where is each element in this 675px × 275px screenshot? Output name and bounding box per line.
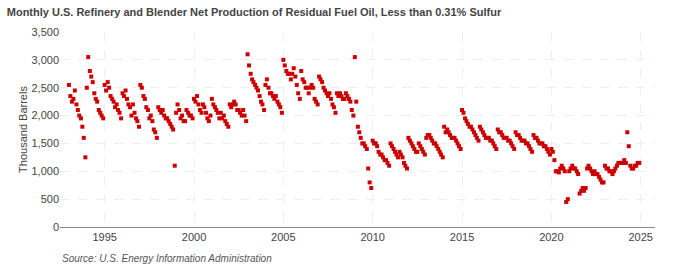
svg-text:Thousand Barrels: Thousand Barrels	[17, 86, 29, 173]
svg-text:Monthly U.S. Refinery and Blen: Monthly U.S. Refinery and Blender Net Pr…	[7, 6, 502, 18]
svg-text:1,500: 1,500	[31, 137, 59, 149]
svg-text:Source: U.S. Energy Informatio: Source: U.S. Energy Information Administ…	[62, 253, 272, 264]
svg-text:2025: 2025	[628, 231, 652, 243]
svg-text:3,000: 3,000	[31, 54, 59, 66]
svg-text:0: 0	[53, 221, 59, 233]
svg-text:2000: 2000	[182, 231, 206, 243]
svg-text:2020: 2020	[539, 231, 563, 243]
svg-text:2,500: 2,500	[31, 82, 59, 94]
svg-text:2005: 2005	[271, 231, 295, 243]
svg-text:2015: 2015	[450, 231, 474, 243]
svg-text:500: 500	[41, 193, 59, 205]
svg-text:1995: 1995	[92, 231, 116, 243]
svg-text:2010: 2010	[360, 231, 384, 243]
svg-text:1,000: 1,000	[31, 165, 59, 177]
svg-text:2,000: 2,000	[31, 109, 59, 121]
svg-text:3,500: 3,500	[31, 26, 59, 38]
